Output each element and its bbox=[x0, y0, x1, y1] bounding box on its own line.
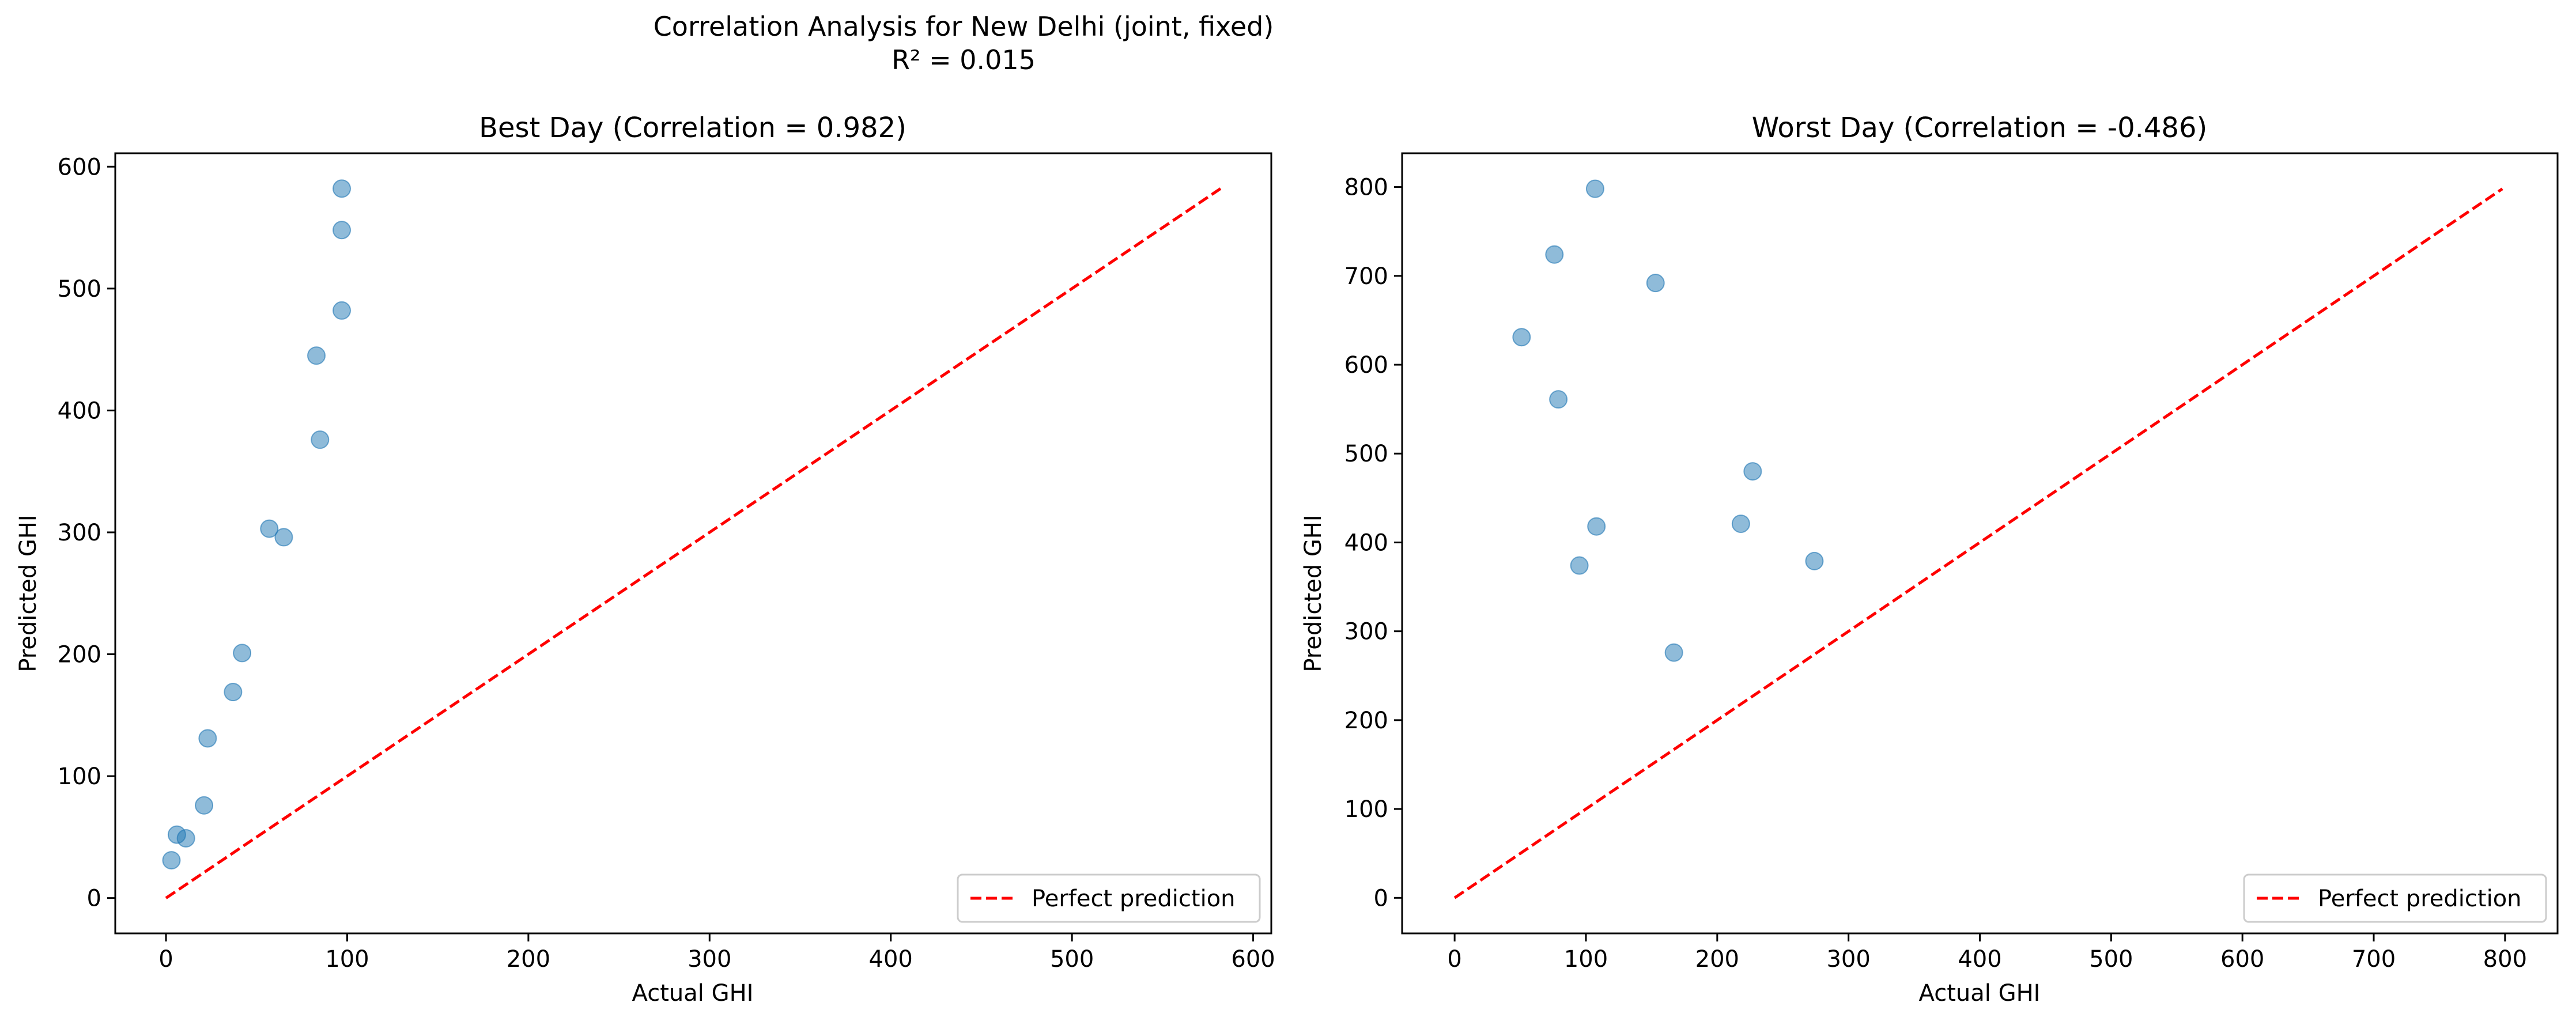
worst-day-data-point bbox=[1646, 274, 1665, 293]
best-day-y-tick-label: 200 bbox=[58, 642, 101, 668]
best-day-y-tick-label: 300 bbox=[58, 520, 101, 546]
worst-day-data-point bbox=[1549, 390, 1568, 409]
worst-day-data-point bbox=[1545, 245, 1564, 264]
figure-title: Correlation Analysis for New Delhi (join… bbox=[654, 11, 1274, 42]
worst-day-y-tick-label: 800 bbox=[1344, 175, 1388, 201]
worst-day-y-tick-label: 300 bbox=[1344, 619, 1388, 645]
worst-day-x-tick-label: 500 bbox=[2089, 946, 2133, 973]
worst-day-x-tick-label: 300 bbox=[1826, 946, 1870, 973]
worst-day-data-point bbox=[1731, 515, 1750, 534]
worst-day-legend: Perfect prediction bbox=[2243, 873, 2547, 923]
best-day-x-tick-label: 100 bbox=[325, 946, 369, 973]
best-day-x-tick-label: 200 bbox=[507, 946, 550, 973]
worst-day-axes-frame bbox=[1401, 152, 2559, 935]
best-day-legend-box bbox=[957, 873, 1261, 923]
best-day-data-point bbox=[224, 683, 243, 702]
worst-day-legend-label: Perfect prediction bbox=[2318, 886, 2522, 912]
worst-day-data-point bbox=[1585, 179, 1604, 198]
best-day-data-point bbox=[311, 430, 330, 449]
best-day-data-point bbox=[333, 179, 352, 198]
worst-day-x-tick-label: 600 bbox=[2220, 946, 2264, 973]
best-day-plot-area: 0 100 200 300 400 500 600 0 100 200 300 400 500 600 Pe… bbox=[58, 152, 1275, 973]
best-day-data-point bbox=[162, 851, 181, 870]
worst-day-y-tick-label: 0 bbox=[1374, 885, 1388, 911]
best-day-y-tick-label: 600 bbox=[58, 154, 101, 180]
worst-day-data-point bbox=[1570, 556, 1589, 575]
worst-day-y-tick-label: 600 bbox=[1344, 352, 1388, 379]
best-day-data-point bbox=[198, 729, 217, 748]
best-day-title: Best Day (Correlation = 0.982) bbox=[479, 112, 906, 144]
best-day-legend-label: Perfect prediction bbox=[1032, 886, 1236, 912]
worst-day-perfect-prediction-line bbox=[1453, 187, 2503, 899]
worst-day-y-tick-label: 500 bbox=[1344, 441, 1388, 467]
worst-day-xlabel: Actual GHI bbox=[1919, 980, 2041, 1007]
worst-day-legend-box bbox=[2243, 873, 2547, 923]
worst-day-data-point bbox=[1587, 517, 1606, 536]
worst-day-x-tick-label: 700 bbox=[2352, 946, 2396, 973]
best-day-xlabel: Actual GHI bbox=[632, 980, 754, 1007]
worst-day-x-tick-label: 800 bbox=[2483, 946, 2527, 973]
best-day-ylabel: Predicted GHI bbox=[15, 515, 41, 672]
worst-day-y-tick-label: 200 bbox=[1344, 708, 1388, 734]
best-day-y-tick-label: 500 bbox=[58, 276, 101, 302]
best-day-x-tick-label: 600 bbox=[1231, 946, 1275, 973]
worst-day-x-tick-label: 100 bbox=[1564, 946, 1608, 973]
best-day-axes-frame bbox=[114, 152, 1272, 935]
worst-day-data-point bbox=[1805, 551, 1824, 570]
best-day-data-point bbox=[233, 644, 252, 663]
best-day-y-tick-label: 0 bbox=[87, 886, 101, 912]
worst-day-data-point bbox=[1512, 328, 1531, 347]
best-day-data-point bbox=[195, 796, 214, 815]
best-day-data-point bbox=[176, 829, 195, 848]
best-day-x-tick-label: 400 bbox=[869, 946, 913, 973]
best-day-x-tick-label: 500 bbox=[1050, 946, 1094, 973]
best-day-data-point bbox=[260, 519, 279, 538]
best-day-data-point bbox=[307, 346, 326, 365]
worst-day-y-tick-label: 700 bbox=[1344, 263, 1388, 290]
worst-day-data-point bbox=[1743, 462, 1762, 481]
worst-day-y-tick-label: 400 bbox=[1344, 529, 1388, 556]
worst-day-x-tick-label: 400 bbox=[1958, 946, 2001, 973]
best-day-x-tick-label: 300 bbox=[688, 946, 731, 973]
worst-day-x-tick-label: 200 bbox=[1695, 946, 1739, 973]
best-day-legend: Perfect prediction bbox=[957, 873, 1261, 923]
worst-day-x-tick-label: 0 bbox=[1447, 946, 1461, 973]
best-day-y-tick-label: 100 bbox=[58, 763, 101, 790]
best-day-panel: Best Day (Correlation = 0.982) Actual GH… bbox=[15, 112, 1275, 1007]
best-day-data-point bbox=[333, 221, 352, 240]
worst-day-title: Worst Day (Correlation = -0.486) bbox=[1752, 112, 2207, 144]
worst-day-data-point bbox=[1664, 643, 1683, 662]
worst-day-y-tick-label: 100 bbox=[1344, 796, 1388, 823]
best-day-data-point bbox=[274, 528, 293, 547]
figure-subtitle: R² = 0.015 bbox=[892, 44, 1036, 75]
worst-day-panel: Worst Day (Correlation = -0.486) Actual … bbox=[1300, 112, 2559, 1007]
best-day-y-tick-label: 400 bbox=[58, 398, 101, 424]
best-day-data-point bbox=[333, 301, 352, 320]
worst-day-plot-area: 0 100 200 300 400 500 600 700 800 0 100 200 300 400 50… bbox=[1344, 152, 2559, 973]
worst-day-ylabel: Predicted GHI bbox=[1300, 515, 1327, 672]
best-day-perfect-prediction-line bbox=[165, 187, 1222, 899]
best-day-x-tick-label: 0 bbox=[158, 946, 173, 973]
